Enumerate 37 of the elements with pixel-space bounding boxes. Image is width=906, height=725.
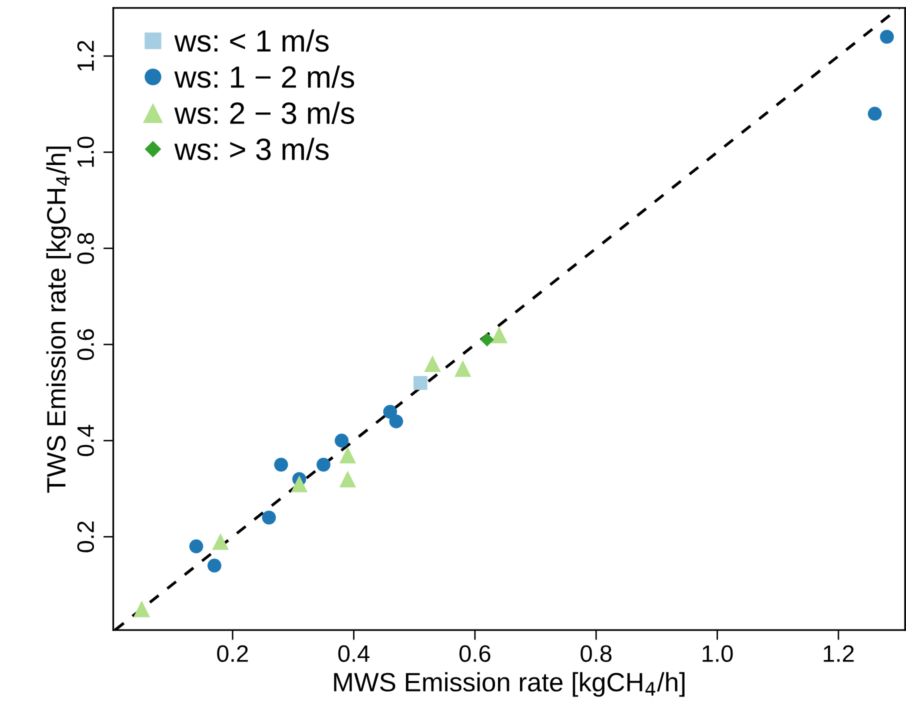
point [274, 458, 288, 472]
y-tick-label: 0.8 [77, 232, 94, 264]
x-tick-label: 0.8 [580, 645, 612, 662]
x-tick-label: 1.2 [824, 645, 854, 662]
point [413, 376, 428, 390]
y-tick-label: 0.4 [77, 424, 94, 456]
legend-label: ws: > 3 m/s [174, 138, 329, 160]
y-tick-label: 1.2 [77, 40, 94, 71]
point [339, 470, 356, 488]
y-tick-label: 0.2 [77, 522, 94, 552]
x-tick-label: 0.4 [338, 645, 370, 662]
point [490, 326, 508, 344]
point [454, 360, 472, 377]
x-tick-label: 1.0 [702, 645, 733, 662]
y-tick-label: 1.0 [77, 136, 94, 167]
point [424, 355, 441, 372]
x-tick-label: 0.6 [459, 645, 490, 662]
point [316, 458, 330, 472]
point [262, 510, 276, 524]
point [868, 106, 882, 121]
point [189, 539, 204, 554]
point [207, 558, 222, 573]
point [339, 446, 356, 464]
point [133, 600, 150, 618]
x-tick-label: 0.2 [217, 645, 248, 662]
y-axis-title: TWS Emission rate [kgCH$_{4}$/h] [46, 146, 71, 493]
legend-label: ws: 1 − 2 m/s [174, 65, 354, 88]
x-axis-title: MWS Emission rate [kgCH$_{4}$/h] [334, 672, 684, 697]
legend-label: ws: < 1 m/s [174, 29, 329, 52]
point [212, 533, 229, 550]
legend-label: ws: 2 − 3 m/s [174, 102, 354, 124]
point [480, 332, 494, 347]
point [334, 434, 349, 448]
point [389, 414, 404, 428]
y-tick-label: 0.6 [77, 329, 94, 360]
point [290, 476, 308, 492]
point [880, 30, 894, 44]
